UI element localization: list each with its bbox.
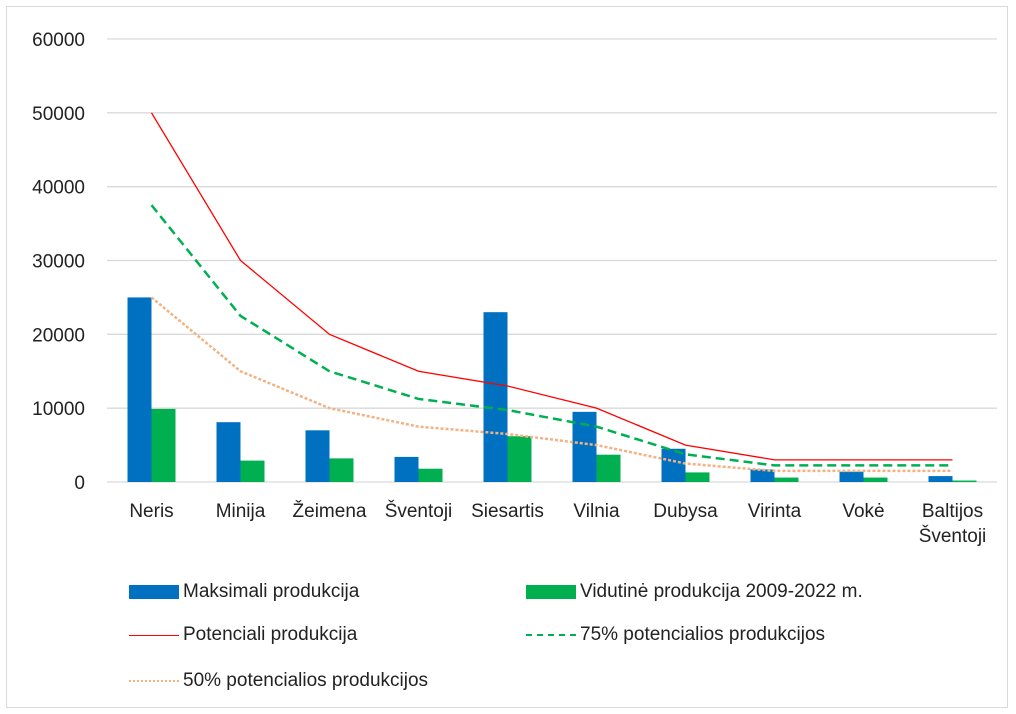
x-tick-label: Vokė — [842, 501, 884, 522]
bar-maksimali — [394, 456, 419, 482]
legend-swatch-maksimali — [129, 585, 179, 599]
x-tick-label: Vilnia — [573, 501, 620, 522]
bar-vidutine — [596, 454, 621, 482]
bar-vidutine — [418, 468, 443, 482]
x-tick-label: Siesartis — [471, 501, 544, 522]
x-tick-label: Žeimena — [293, 500, 367, 522]
bar-vidutine — [774, 477, 799, 482]
line-series-1 — [150, 204, 953, 467]
y-tick-label: 0 — [74, 473, 85, 494]
y-tick-label: 50000 — [32, 104, 85, 125]
legend-label-50: 50% potencialios produkcijos — [183, 670, 429, 691]
bar-vidutine — [685, 472, 710, 482]
bar-vidutine — [240, 460, 265, 482]
legend-label-potenciali: Potenciali produkcija — [183, 624, 358, 645]
legend-item-maksimali: Maksimali produkcija — [129, 581, 359, 603]
legend-item-50: 50% potencialios produkcijos — [129, 670, 428, 692]
legend-swatch-vidutine — [526, 585, 576, 599]
legend-swatch-potenciali — [129, 634, 179, 636]
x-tick-label: Neris — [129, 501, 173, 522]
bar-maksimali — [483, 312, 508, 482]
legend-item-75: 75% potencialios produkcijos — [526, 624, 825, 646]
legend-item-potenciali: Potenciali produkcija — [129, 624, 357, 646]
bar-vidutine — [952, 480, 977, 482]
bar-vidutine — [329, 458, 354, 482]
legend-label-vidutine: Vidutinė produkcija 2009-2022 m. — [580, 581, 863, 602]
x-tick-label: Virinta — [748, 501, 802, 522]
bar-vidutine — [863, 477, 888, 482]
legend-swatch-50 — [129, 680, 179, 682]
y-tick-label: 60000 — [32, 30, 85, 51]
bar-maksimali — [127, 297, 152, 482]
bar-maksimali — [928, 476, 953, 482]
y-tick-label: 20000 — [32, 325, 85, 346]
bar-maksimali — [572, 411, 597, 482]
y-tick-label: 10000 — [32, 399, 85, 420]
bar-maksimali — [305, 430, 330, 482]
legend-label-75: 75% potencialios produkcijos — [580, 624, 826, 645]
bar-maksimali — [839, 471, 864, 482]
bar-vidutine — [507, 436, 532, 482]
x-tick-label: Šventoji — [385, 500, 453, 522]
legend-item-vidutine: Vidutinė produkcija 2009-2022 m. — [526, 581, 863, 603]
chart-svg: 0 10000 20000 30000 40000 50000 60000 Neris Mini… — [32, 30, 997, 547]
x-tick-label: Baltijos Šventoji — [919, 501, 987, 547]
chart-frame: 0 10000 20000 30000 40000 50000 60000 Neris Mini… — [6, 6, 1008, 708]
bar-vidutine — [151, 408, 176, 482]
line-series-2 — [150, 296, 953, 473]
line-series-0 — [150, 112, 953, 461]
y-tick-label: 40000 — [32, 178, 85, 199]
legend-swatch-75 — [526, 634, 576, 636]
legend-label-maksimali: Maksimali produkcija — [183, 581, 360, 602]
x-tick-label: Minija — [216, 501, 266, 522]
y-tick-label: 30000 — [32, 252, 85, 273]
x-tick-label: Dubysa — [653, 501, 718, 522]
bar-maksimali — [216, 422, 241, 482]
bar-maksimali — [750, 469, 775, 482]
